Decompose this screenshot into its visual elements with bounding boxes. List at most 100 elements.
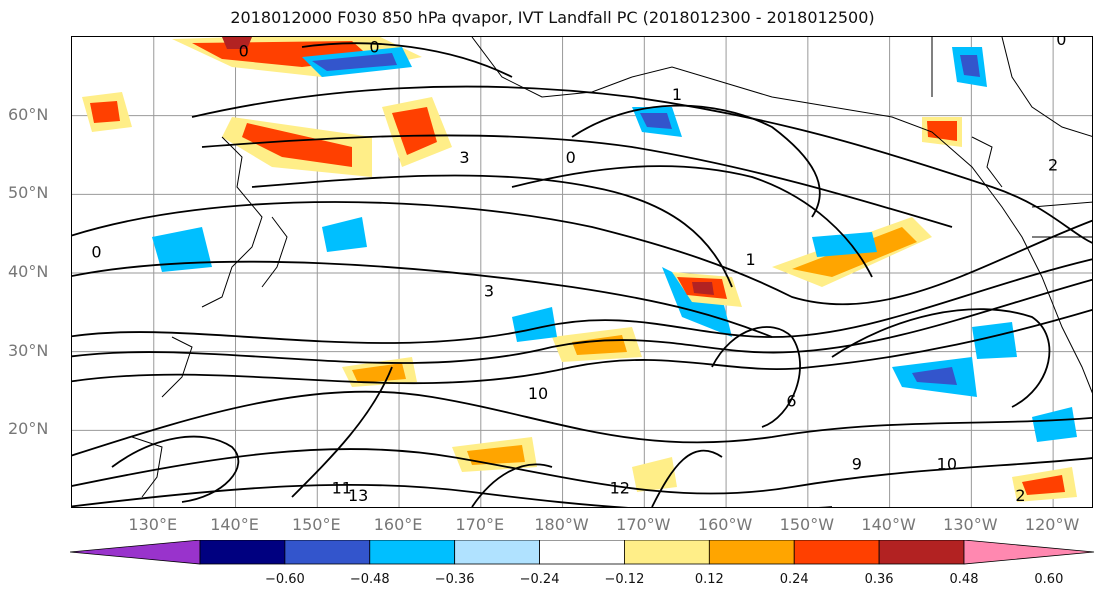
ivt-contour-line (571, 104, 821, 218)
figure-title: 2018012000 F030 850 hPa qvapor, IVT Land… (230, 8, 875, 27)
contour-label: 1 (746, 250, 756, 269)
contour-label: 0 (91, 242, 101, 261)
colorbar-segment (369, 540, 456, 565)
contour-label: 0 (239, 42, 249, 61)
contour-label: 2 (1015, 486, 1025, 505)
anomaly-region (90, 101, 120, 123)
colorbar-segment (539, 540, 625, 565)
colorbar-tick-label: −0.12 (604, 572, 645, 587)
ivt-contour-line (72, 448, 1092, 495)
anomaly-region (972, 322, 1017, 359)
anomaly-region (242, 123, 352, 167)
colorbar-segment (624, 540, 710, 565)
colorbar-segment (878, 540, 965, 565)
colorbar-tick-label: 0.24 (779, 572, 809, 587)
ivt-contour-line (72, 201, 1092, 306)
coastline (161, 336, 193, 398)
colorbar-tick-label: 0.60 (1034, 572, 1064, 587)
ivt-contour-line (651, 449, 723, 507)
ivt-contours (72, 42, 1092, 507)
coastline (971, 136, 1003, 188)
lon-tick-label: 160°E (373, 515, 423, 534)
anomaly-region (467, 445, 525, 465)
colorbar-tick-label: −0.48 (349, 572, 390, 587)
ivt-contour-line (251, 174, 733, 288)
lon-tick-label: 120°W (1024, 515, 1080, 534)
coastline (1001, 37, 1092, 137)
ivt-contour-line (72, 390, 1092, 457)
colorbar-segment (963, 540, 1095, 565)
lat-tick-label: 50°N (8, 183, 49, 203)
lon-tick-label: 170°E (455, 515, 505, 534)
qvapor-anomaly-shading (82, 37, 1077, 502)
anomaly-region (322, 217, 367, 252)
anomaly-region (152, 227, 212, 272)
ivt-contour-line (72, 260, 773, 338)
ivt-contour-line (831, 308, 1051, 408)
map-gridlines (72, 37, 1092, 507)
anomaly-region (512, 307, 557, 342)
contour-label: 3 (459, 148, 469, 167)
contour-label: 13 (348, 486, 368, 505)
contour-label: 12 (610, 478, 630, 497)
ivt-contour-line (72, 309, 1092, 385)
contour-label: 9 (852, 455, 862, 474)
ivt-contour-line (291, 366, 393, 498)
anomaly-region (312, 53, 397, 71)
anomaly-region (640, 113, 672, 129)
lon-tick-label: 170°W (616, 515, 671, 534)
ivt-contour-line (201, 134, 953, 228)
colorbar-tick-label: −0.24 (519, 572, 560, 587)
colorbar (70, 540, 1095, 565)
colorbar-segment (199, 540, 286, 565)
coastlines (131, 37, 1092, 498)
colorbar-segment (793, 540, 880, 565)
anomaly-region (927, 121, 957, 141)
anomaly-region (960, 55, 980, 77)
lon-tick-label: 130°E (128, 515, 178, 534)
colorbar-tick-label: 0.12 (694, 572, 724, 587)
contour-label: 2 (1048, 156, 1058, 175)
lon-tick-label: 140°E (210, 515, 259, 534)
anomaly-region (222, 37, 252, 49)
ivt-contour-line (471, 463, 553, 507)
ivt-contour-line (191, 85, 1092, 244)
colorbar-segment (70, 540, 201, 565)
ivt-contour-line (511, 165, 873, 278)
ivt-contour-line (711, 326, 801, 428)
contour-label: 0 (566, 148, 576, 167)
coastline (631, 66, 1092, 394)
anomaly-region (1022, 475, 1065, 495)
anomaly-region (812, 232, 877, 257)
colorbar-segment (284, 540, 371, 565)
lat-tick-label: 40°N (8, 262, 49, 281)
contour-label: 0 (1056, 37, 1066, 49)
colorbar-segment (708, 540, 795, 565)
ivt-contour-line (301, 42, 513, 78)
anomaly-region (692, 282, 714, 295)
map-panel: 0 0 0 0 0 3 3 1 1 2 6 9 10 10 11 13 12 2 (71, 36, 1093, 508)
colorbar-tick-label: 0.36 (864, 572, 894, 587)
colorbar-tick-label: 0.48 (949, 572, 979, 587)
lon-tick-label: 140°W (861, 515, 916, 534)
coastline (261, 216, 288, 288)
anomaly-region (1032, 407, 1077, 442)
colorbar-segment (454, 540, 540, 565)
coastline (131, 436, 163, 498)
colorbar-tick-label: −0.60 (264, 572, 305, 587)
contour-label: 10 (528, 384, 548, 403)
lon-tick-label: 160°W (697, 515, 753, 534)
contour-label: 1 (672, 85, 682, 104)
contour-label: 6 (786, 392, 796, 411)
contour-label: 11 (332, 478, 352, 497)
coastline (471, 37, 633, 98)
lon-tick-label: 150°W (779, 515, 835, 534)
ivt-contour-line (72, 258, 1092, 344)
lat-tick-label: 60°N (8, 104, 49, 124)
coastline (1031, 201, 1092, 208)
anomaly-region (392, 107, 437, 155)
colorbar-tick-label: −0.36 (434, 572, 475, 587)
ivt-contour-line (72, 278, 1092, 364)
lon-tick-label: 180°W (534, 515, 589, 534)
